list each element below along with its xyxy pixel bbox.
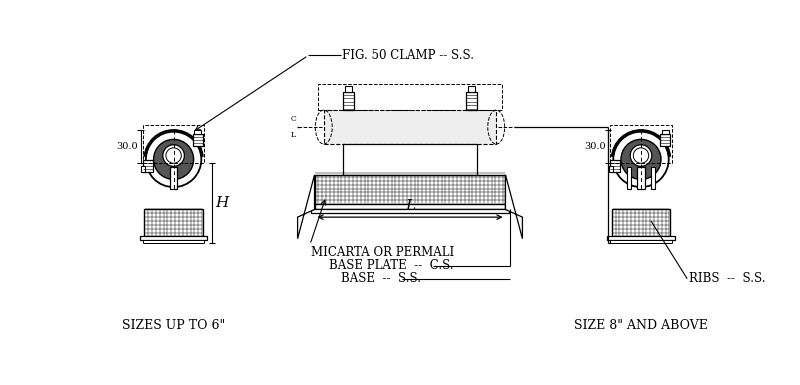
- Bar: [612, 209, 670, 236]
- Text: SIZE 8" AND ABOVE: SIZE 8" AND ABOVE: [574, 319, 708, 332]
- Bar: [660, 134, 670, 146]
- Polygon shape: [506, 175, 522, 239]
- Circle shape: [154, 139, 194, 179]
- Bar: [468, 86, 475, 92]
- Bar: [343, 144, 477, 175]
- Bar: [143, 240, 205, 243]
- Circle shape: [621, 139, 661, 179]
- Bar: [194, 130, 202, 134]
- Bar: [314, 175, 506, 204]
- Bar: [140, 236, 207, 240]
- Bar: [610, 125, 672, 163]
- Bar: [310, 209, 510, 213]
- Bar: [466, 92, 477, 110]
- Circle shape: [630, 145, 652, 166]
- Text: MICARTA OR PERMALI: MICARTA OR PERMALI: [311, 246, 454, 259]
- Text: 30.0: 30.0: [117, 142, 138, 151]
- Bar: [662, 130, 669, 134]
- Text: C: C: [290, 115, 296, 123]
- Bar: [193, 134, 203, 146]
- Text: BASE PLATE  --  C.S.: BASE PLATE -- C.S.: [329, 259, 454, 272]
- Bar: [170, 167, 178, 189]
- Text: H: H: [215, 196, 229, 210]
- Circle shape: [163, 145, 184, 166]
- Bar: [143, 125, 205, 163]
- Bar: [314, 204, 506, 209]
- Bar: [607, 236, 675, 240]
- Bar: [610, 240, 672, 243]
- Bar: [318, 84, 502, 110]
- Bar: [144, 209, 203, 236]
- Text: BASE  --  S.S.: BASE -- S.S.: [341, 272, 421, 285]
- Text: FIG. 50 CLAMP -- S.S.: FIG. 50 CLAMP -- S.S.: [342, 49, 474, 62]
- Polygon shape: [298, 175, 314, 239]
- Bar: [324, 110, 496, 144]
- Text: L: L: [405, 199, 415, 213]
- Bar: [637, 167, 645, 189]
- Bar: [345, 86, 352, 92]
- Bar: [343, 92, 354, 110]
- Text: SIZES UP TO 6": SIZES UP TO 6": [122, 319, 226, 332]
- Bar: [609, 166, 613, 172]
- Bar: [651, 167, 655, 189]
- Bar: [142, 166, 145, 172]
- Bar: [143, 160, 153, 172]
- Text: RIBS  --  S.S.: RIBS -- S.S.: [689, 272, 766, 285]
- Text: 30.0: 30.0: [584, 142, 606, 151]
- Bar: [610, 160, 620, 172]
- Bar: [627, 167, 631, 189]
- Text: L: L: [291, 131, 296, 139]
